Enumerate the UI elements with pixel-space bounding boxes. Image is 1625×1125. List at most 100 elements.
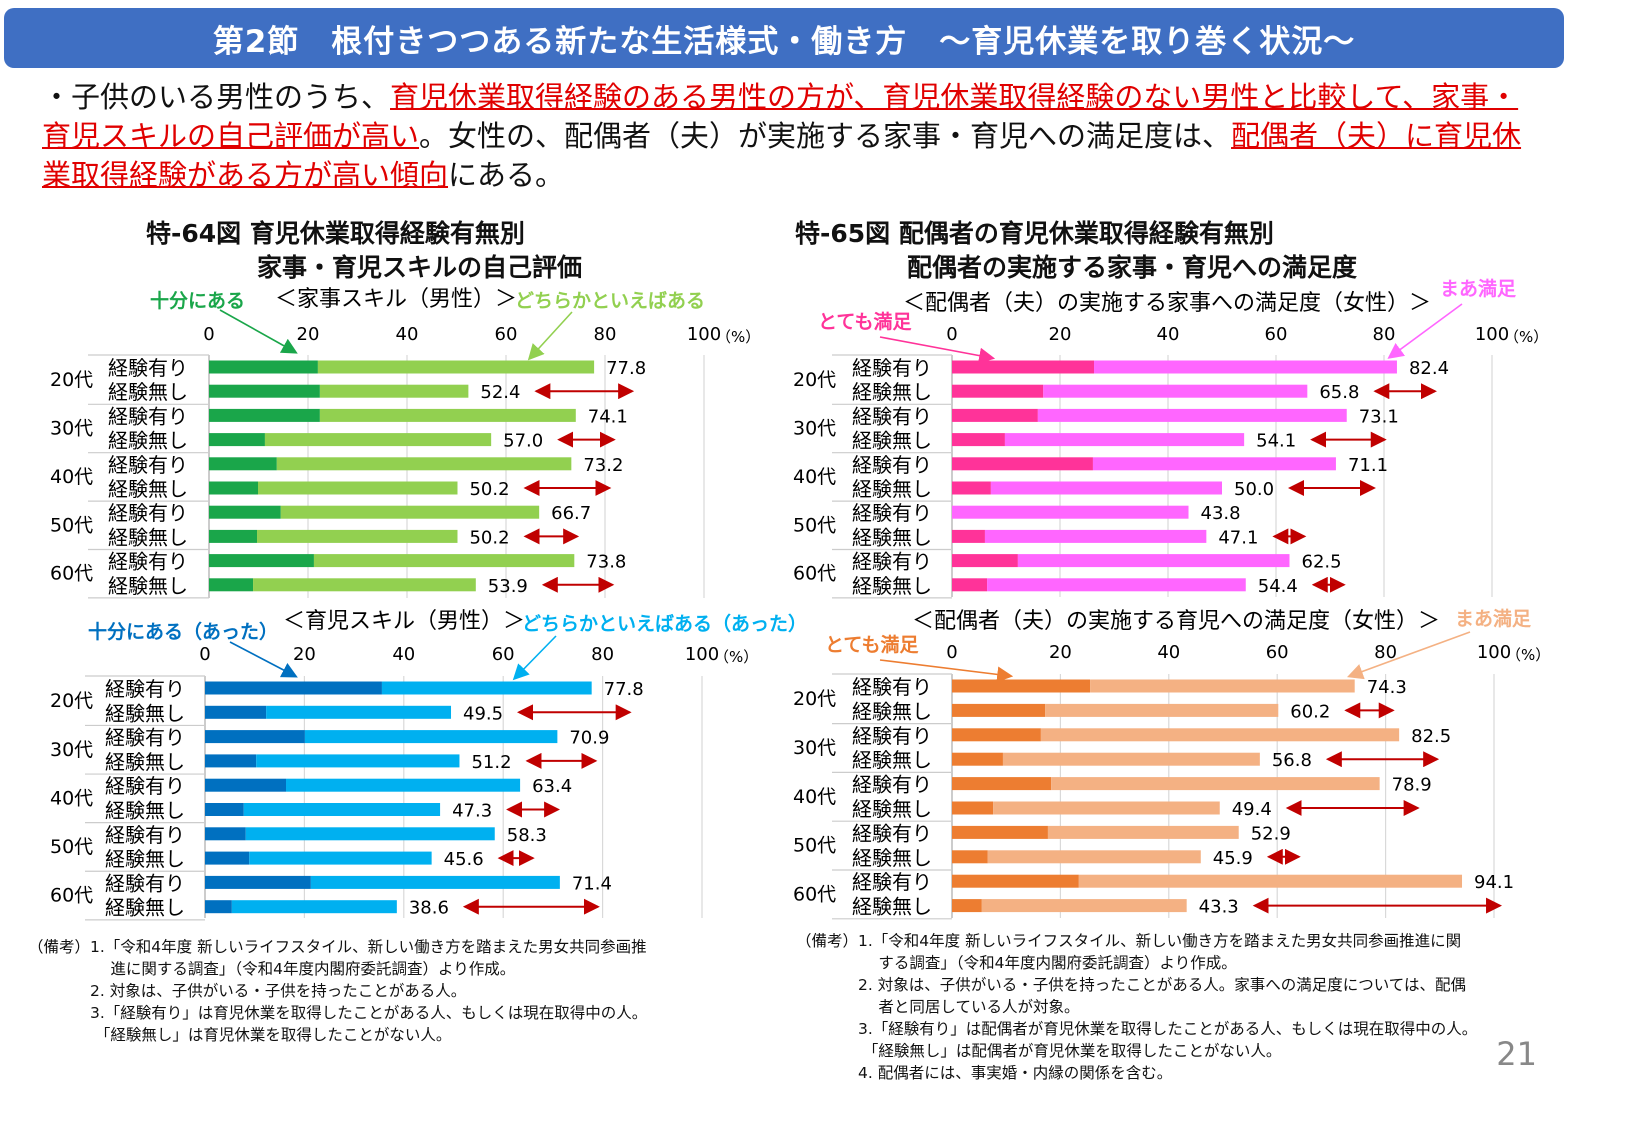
bar-segment-high — [205, 803, 244, 816]
unit-label: （%） — [716, 328, 760, 346]
value-label: 50.2 — [469, 527, 509, 548]
age-label: 60代 — [793, 883, 836, 905]
legend-label: 十分にある（あった） — [88, 620, 278, 643]
bar-segment-high — [205, 900, 232, 914]
row-label: 経験無し — [105, 750, 185, 774]
bar-segment-fairly — [1092, 457, 1336, 471]
legend-arrow-icon — [879, 659, 1014, 683]
intro-part: にある。 — [448, 158, 565, 192]
age-label: 20代 — [50, 369, 93, 391]
row-label: 経験有り — [852, 356, 932, 380]
intro-text: ・子供のいる男性のうち、育児休業取得経験のある男性の方が、育児休業取得経験のない… — [42, 78, 1542, 195]
bar-segment-somewhat — [245, 827, 495, 841]
legend-arrow-icon — [527, 311, 573, 361]
bar-segment-very — [952, 703, 1046, 717]
age-label: 60代 — [793, 563, 836, 585]
bar-segment-somewhat — [381, 681, 592, 695]
chart-subtitle: ＜配偶者（夫）の実施する育児への満足度（女性）＞ — [912, 609, 1440, 634]
bar-segment-very — [952, 360, 1095, 374]
bar-segment-high — [205, 851, 250, 865]
value-label: 52.9 — [1251, 823, 1291, 844]
value-label: 70.9 — [569, 728, 609, 749]
bar-segment-fairly — [984, 529, 1207, 543]
right-figure-title: 特-65図 配偶者の育児休業取得経験有無別 — [795, 219, 1274, 248]
x-tick-label: 100 — [1475, 324, 1509, 345]
age-label: 30代 — [793, 418, 836, 440]
bar-segment-very — [952, 728, 1041, 742]
bar-segment-fairly — [1040, 728, 1400, 742]
legend-arrow-icon — [1346, 631, 1471, 680]
bar-segment-high — [205, 754, 257, 768]
value-label: 94.1 — [1474, 872, 1514, 893]
bar-segment-very — [952, 679, 1091, 693]
row-label: 経験無し — [105, 896, 185, 920]
bar-segment-somewhat — [257, 529, 458, 543]
row-label: 経験有り — [852, 404, 932, 428]
bar-segment-very — [952, 481, 991, 495]
row-label: 経験無し — [852, 574, 932, 598]
bar-segment-very — [952, 825, 1048, 839]
bar-segment-high — [209, 433, 265, 447]
x-tick-label: 40 — [1157, 642, 1180, 663]
x-tick-label: 100 — [687, 324, 721, 345]
value-label: 49.5 — [463, 703, 503, 724]
legend-arrow-icon — [219, 309, 298, 354]
bar-segment-somewhat — [319, 408, 576, 422]
value-label: 82.4 — [1409, 358, 1449, 379]
bar-segment-high — [209, 408, 320, 422]
age-label: 40代 — [793, 786, 836, 808]
bar-segment-high — [209, 481, 259, 495]
bar-segment-fairly — [952, 505, 1189, 519]
value-label: 73.1 — [1359, 406, 1399, 427]
bar-segment-high — [205, 827, 246, 841]
bar-segment-somewhat — [276, 457, 572, 471]
intro-part: 。女性の、配偶者（夫）が実施する家事・育児への満足度は、 — [419, 119, 1232, 153]
value-label: 54.4 — [1258, 576, 1298, 597]
x-tick-label: 60 — [1265, 324, 1288, 345]
bar-segment-fairly — [981, 899, 1187, 913]
bar-segment-high — [209, 578, 254, 592]
row-label: 経験有り — [108, 404, 188, 428]
value-label: 74.3 — [1367, 677, 1407, 698]
row-label: 経験無し — [108, 380, 188, 404]
bar-segment-very — [952, 554, 1018, 568]
row-label: 経験無し — [852, 429, 932, 453]
bar-segment-high — [205, 681, 382, 695]
bar-segment-somewhat — [253, 578, 476, 592]
row-label: 経験有り — [105, 677, 185, 701]
bar-segment-very — [952, 801, 994, 815]
legend-label: まあ満足 — [1455, 608, 1532, 630]
x-tick-label: 60 — [495, 324, 518, 345]
x-tick-label: 100 — [685, 644, 719, 665]
row-label: 経験無し — [852, 797, 932, 821]
age-label: 40代 — [50, 466, 93, 488]
row-label: 経験無し — [852, 525, 932, 549]
row-label: 経験無し — [852, 846, 932, 870]
value-label: 56.8 — [1272, 750, 1312, 771]
row-label: 経験有り — [105, 726, 185, 750]
row-label: 経験有り — [852, 501, 932, 525]
bar-segment-fairly — [1094, 360, 1397, 374]
row-label: 経験無し — [108, 429, 188, 453]
notes-right: （備考）1.「令和4年度 新しいライフスタイル、新しい働き方を踏まえた男女共同参… — [796, 932, 1478, 1082]
bar-segment-high — [209, 529, 258, 543]
bar-segment-somewhat — [266, 705, 452, 719]
chart-subtitle: ＜家事スキル（男性）＞ — [275, 287, 517, 312]
age-label: 30代 — [50, 418, 93, 440]
bar-segment-very — [952, 899, 982, 913]
age-label: 50代 — [793, 835, 836, 857]
bar-segment-very — [952, 529, 985, 543]
bar-segment-fairly — [987, 850, 1201, 864]
row-label: 経験無し — [108, 574, 188, 598]
bar-segment-very — [952, 578, 988, 592]
x-tick-label: 80 — [594, 324, 617, 345]
age-label: 30代 — [50, 739, 93, 761]
value-label: 78.9 — [1392, 775, 1432, 796]
x-tick-label: 40 — [392, 644, 415, 665]
value-label: 47.1 — [1218, 527, 1258, 548]
section-header: 第2節 根付きつつある新たな生活様式・働き方 ～育児休業を取り巻く状況～ — [4, 8, 1564, 68]
value-label: 73.2 — [583, 455, 623, 476]
left-figure-title-line2: 家事・育児スキルの自己評価 — [257, 253, 583, 282]
age-label: 50代 — [793, 514, 836, 536]
intro-highlight: 配偶者（夫）に育児休業取得経験がある方が高い傾向 — [42, 119, 1522, 192]
